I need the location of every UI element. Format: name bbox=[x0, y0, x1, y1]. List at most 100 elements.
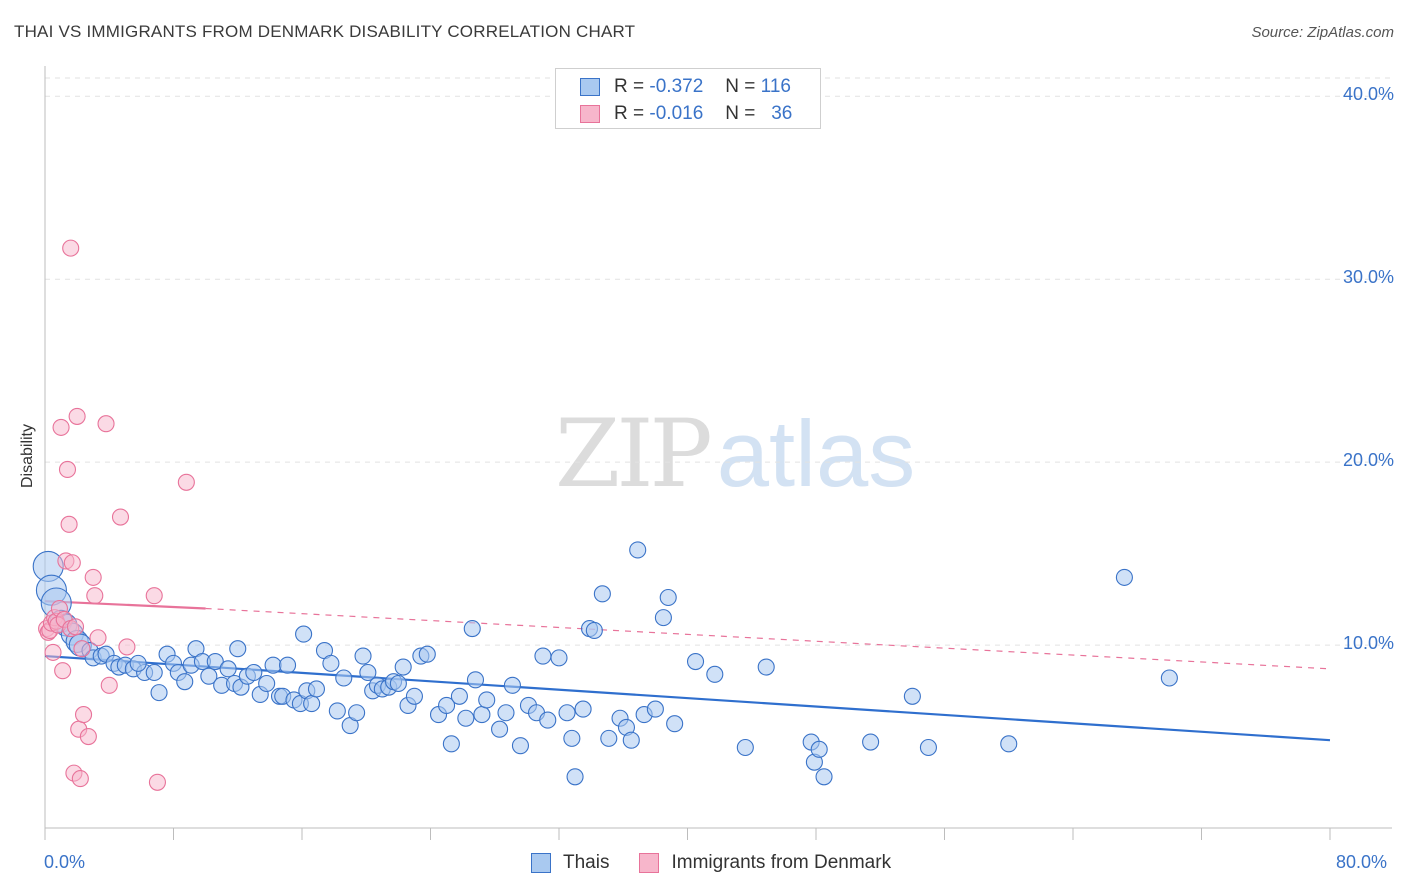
legend-swatch-denmark bbox=[580, 105, 600, 123]
thais-point bbox=[258, 674, 276, 693]
thais-point bbox=[219, 660, 237, 678]
denmark-point bbox=[73, 640, 91, 658]
points-layer bbox=[32, 239, 1178, 791]
thais-point bbox=[736, 738, 754, 757]
thais-point bbox=[706, 665, 724, 683]
thais-point bbox=[354, 647, 372, 665]
denmark-point bbox=[84, 568, 102, 586]
thais-point bbox=[348, 704, 366, 722]
thais-point bbox=[654, 609, 672, 627]
thais-point bbox=[815, 768, 833, 786]
thais-point bbox=[862, 733, 880, 751]
denmark-point bbox=[100, 676, 118, 694]
thais-point bbox=[903, 687, 921, 705]
bottom-legend-swatch-denmark bbox=[639, 853, 660, 873]
thais-point bbox=[200, 667, 218, 685]
thais-point bbox=[150, 684, 168, 702]
legend-n-value: 116 bbox=[760, 76, 791, 97]
watermark-atlas: atlas bbox=[716, 401, 916, 506]
thais-point bbox=[405, 687, 423, 705]
thais-point bbox=[622, 731, 640, 749]
thais-point bbox=[1000, 735, 1018, 753]
denmark-point bbox=[111, 508, 130, 526]
denmark-point bbox=[145, 587, 163, 605]
bottom-legend-denmark: Immigrants from Denmark bbox=[639, 852, 891, 874]
thais-point bbox=[558, 704, 576, 722]
thais-point bbox=[328, 702, 346, 720]
chart-source: Source: ZipAtlas.com bbox=[1251, 24, 1394, 41]
legend-swatch-thais bbox=[580, 78, 600, 96]
chart-title: THAI VS IMMIGRANTS FROM DENMARK DISABILI… bbox=[14, 22, 636, 41]
legend-r-value: -0.372 bbox=[649, 76, 704, 97]
thais-point bbox=[1160, 669, 1178, 687]
denmark-trend-dashed bbox=[205, 607, 1331, 670]
watermark: ZIPatlas bbox=[555, 400, 915, 509]
thais-point bbox=[491, 720, 509, 738]
denmark-point bbox=[66, 618, 85, 636]
denmark-point bbox=[97, 415, 115, 433]
legend-r-value: -0.016 bbox=[649, 103, 704, 124]
thais-point bbox=[1115, 568, 1133, 586]
thais-point bbox=[206, 652, 224, 671]
thais-point bbox=[919, 738, 937, 757]
thais-point bbox=[574, 700, 592, 718]
thais-point bbox=[322, 654, 340, 672]
thais-point bbox=[450, 687, 468, 705]
bottom-legend-label-denmark: Immigrants from Denmark bbox=[671, 852, 892, 873]
thais-point bbox=[129, 654, 147, 672]
denmark-point bbox=[177, 473, 195, 491]
thais-point bbox=[659, 588, 677, 607]
bottom-legend-swatch-thais bbox=[531, 853, 551, 873]
thais-point bbox=[497, 704, 515, 722]
thais-point bbox=[145, 663, 163, 682]
watermark-zip: ZIP bbox=[555, 400, 713, 509]
thais-point bbox=[394, 658, 412, 676]
thais-point bbox=[303, 695, 321, 713]
thais-point bbox=[757, 658, 775, 676]
thais-point bbox=[629, 541, 647, 559]
thais-point bbox=[566, 768, 584, 786]
denmark-point bbox=[58, 460, 77, 479]
thais-point bbox=[666, 715, 684, 733]
denmark-point bbox=[63, 554, 81, 572]
thais-point bbox=[550, 649, 568, 667]
denmark-point bbox=[68, 407, 86, 425]
thais-point bbox=[463, 620, 481, 638]
thais-point bbox=[264, 656, 282, 674]
grid-layer bbox=[45, 77, 1392, 646]
thais-trend-line bbox=[44, 654, 1331, 742]
denmark-point bbox=[62, 239, 80, 257]
thais-point bbox=[563, 729, 581, 747]
y-tick-label: 10.0% bbox=[1342, 633, 1394, 654]
thais-point bbox=[176, 673, 194, 691]
thais-point bbox=[503, 676, 521, 694]
legend-row-denmark: R = -0.016 N = 36 bbox=[580, 101, 792, 127]
denmark-point bbox=[79, 727, 97, 746]
thais-point bbox=[539, 711, 557, 729]
thais-point bbox=[229, 640, 247, 658]
denmark-point bbox=[71, 770, 89, 788]
thais-point bbox=[810, 740, 828, 758]
bottom-legend-thais: Thais bbox=[531, 852, 609, 874]
thais-point bbox=[278, 656, 297, 674]
bottom-legend-label-thais: Thais bbox=[563, 852, 610, 873]
axis-layer bbox=[44, 66, 1392, 840]
legend: R = -0.372 N = 116 R = -0.016 N = 36 bbox=[555, 68, 821, 129]
bottom-legend: Thais Immigrants from Denmark bbox=[531, 852, 921, 874]
x-tick-label: 0.0% bbox=[44, 852, 86, 872]
thais-point bbox=[466, 671, 485, 689]
thais-point bbox=[600, 729, 618, 747]
legend-r-label: R = bbox=[614, 76, 645, 97]
thais-point bbox=[585, 621, 603, 639]
thais-point bbox=[686, 652, 705, 671]
thais-point bbox=[457, 709, 475, 727]
thais-point bbox=[389, 674, 407, 693]
thais-point bbox=[438, 696, 456, 714]
thais-point bbox=[473, 706, 491, 724]
thais-point bbox=[295, 625, 313, 643]
denmark-point bbox=[86, 587, 104, 605]
denmark-point bbox=[75, 706, 93, 724]
thais-point bbox=[418, 645, 436, 663]
legend-n-value: 36 bbox=[771, 103, 793, 124]
